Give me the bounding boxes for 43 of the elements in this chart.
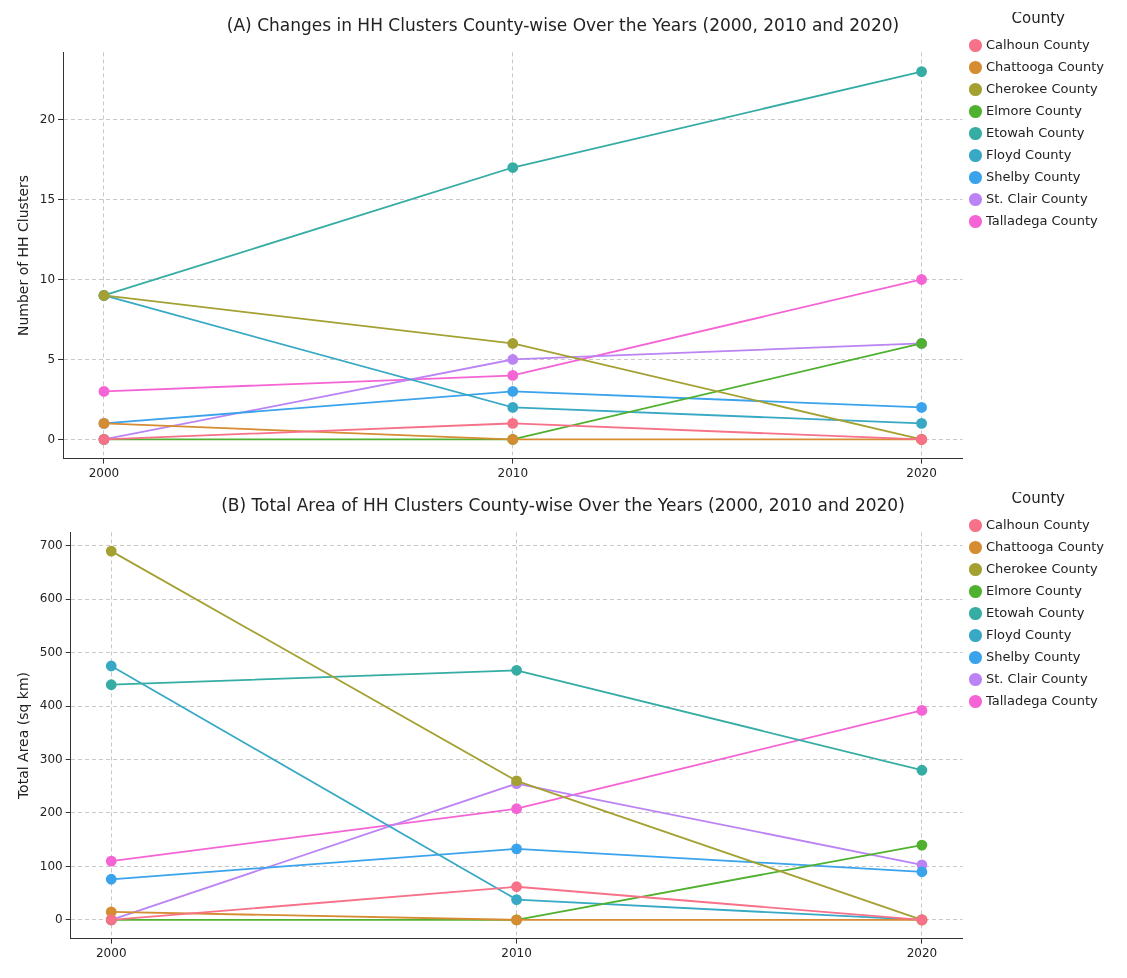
- x-tick-label: 2000: [95, 945, 127, 960]
- y-tick-label: 15: [39, 191, 56, 206]
- legend-label: Shelby County: [985, 648, 1081, 664]
- legend-label: Floyd County: [985, 146, 1072, 162]
- y-tick-label: 700: [39, 537, 63, 552]
- legend-title: County: [1011, 489, 1066, 508]
- x-tick-label: 2020: [906, 945, 938, 960]
- legend-label: St. Clair County: [985, 670, 1088, 686]
- y-tick-label: 200: [39, 805, 63, 820]
- legend-label: Shelby County: [985, 168, 1081, 184]
- y-tick-label: 5: [47, 351, 56, 366]
- y-tick-label: 600: [39, 591, 63, 606]
- y-tick-label: 400: [39, 698, 63, 713]
- legend-label: Etowah County: [985, 124, 1085, 140]
- y-tick-label: 500: [39, 644, 63, 659]
- legend-label: Calhoun County: [985, 36, 1091, 52]
- x-tick-label: 2010: [497, 465, 529, 480]
- y-tick-label: 0: [47, 431, 56, 446]
- legend-label: Talladega County: [984, 212, 1099, 228]
- legend-label: Chattooga County: [985, 58, 1105, 74]
- y-tick-label: 10: [39, 271, 56, 286]
- legend-label: Calhoun County: [985, 516, 1091, 532]
- y-axis-title: Total Area (sq km): [15, 671, 32, 801]
- legend-label: Cherokee County: [985, 560, 1099, 576]
- legend-label: Cherokee County: [985, 80, 1099, 96]
- x-tick-label: 2000: [88, 465, 120, 480]
- legend-label: Floyd County: [985, 626, 1072, 642]
- y-tick-label: 300: [39, 751, 63, 766]
- legend-title: County: [1011, 9, 1066, 28]
- x-tick-label: 2010: [501, 945, 532, 960]
- legend-label: Talladega County: [984, 692, 1099, 708]
- y-axis-title: Number of HH Clusters: [15, 174, 32, 337]
- y-tick-label: 20: [39, 111, 56, 126]
- chart-title: (B) Total Area of HH Clusters County-wise Over the Years (2000, 2010 and 2020): [221, 494, 905, 515]
- x-tick-label: 2020: [906, 465, 937, 480]
- y-tick-label: 0: [55, 912, 63, 927]
- legend-label: Elmore County: [985, 582, 1083, 598]
- y-tick-label: 100: [39, 858, 63, 873]
- legend-label: Chattooga County: [985, 538, 1105, 554]
- legend-label: Elmore County: [985, 102, 1083, 118]
- legend-label: St. Clair County: [985, 190, 1088, 206]
- legend-label: Etowah County: [985, 604, 1085, 620]
- chart-title: (A) Changes in HH Clusters County-wise Over the Years (2000, 2010 and 2020): [226, 14, 900, 35]
